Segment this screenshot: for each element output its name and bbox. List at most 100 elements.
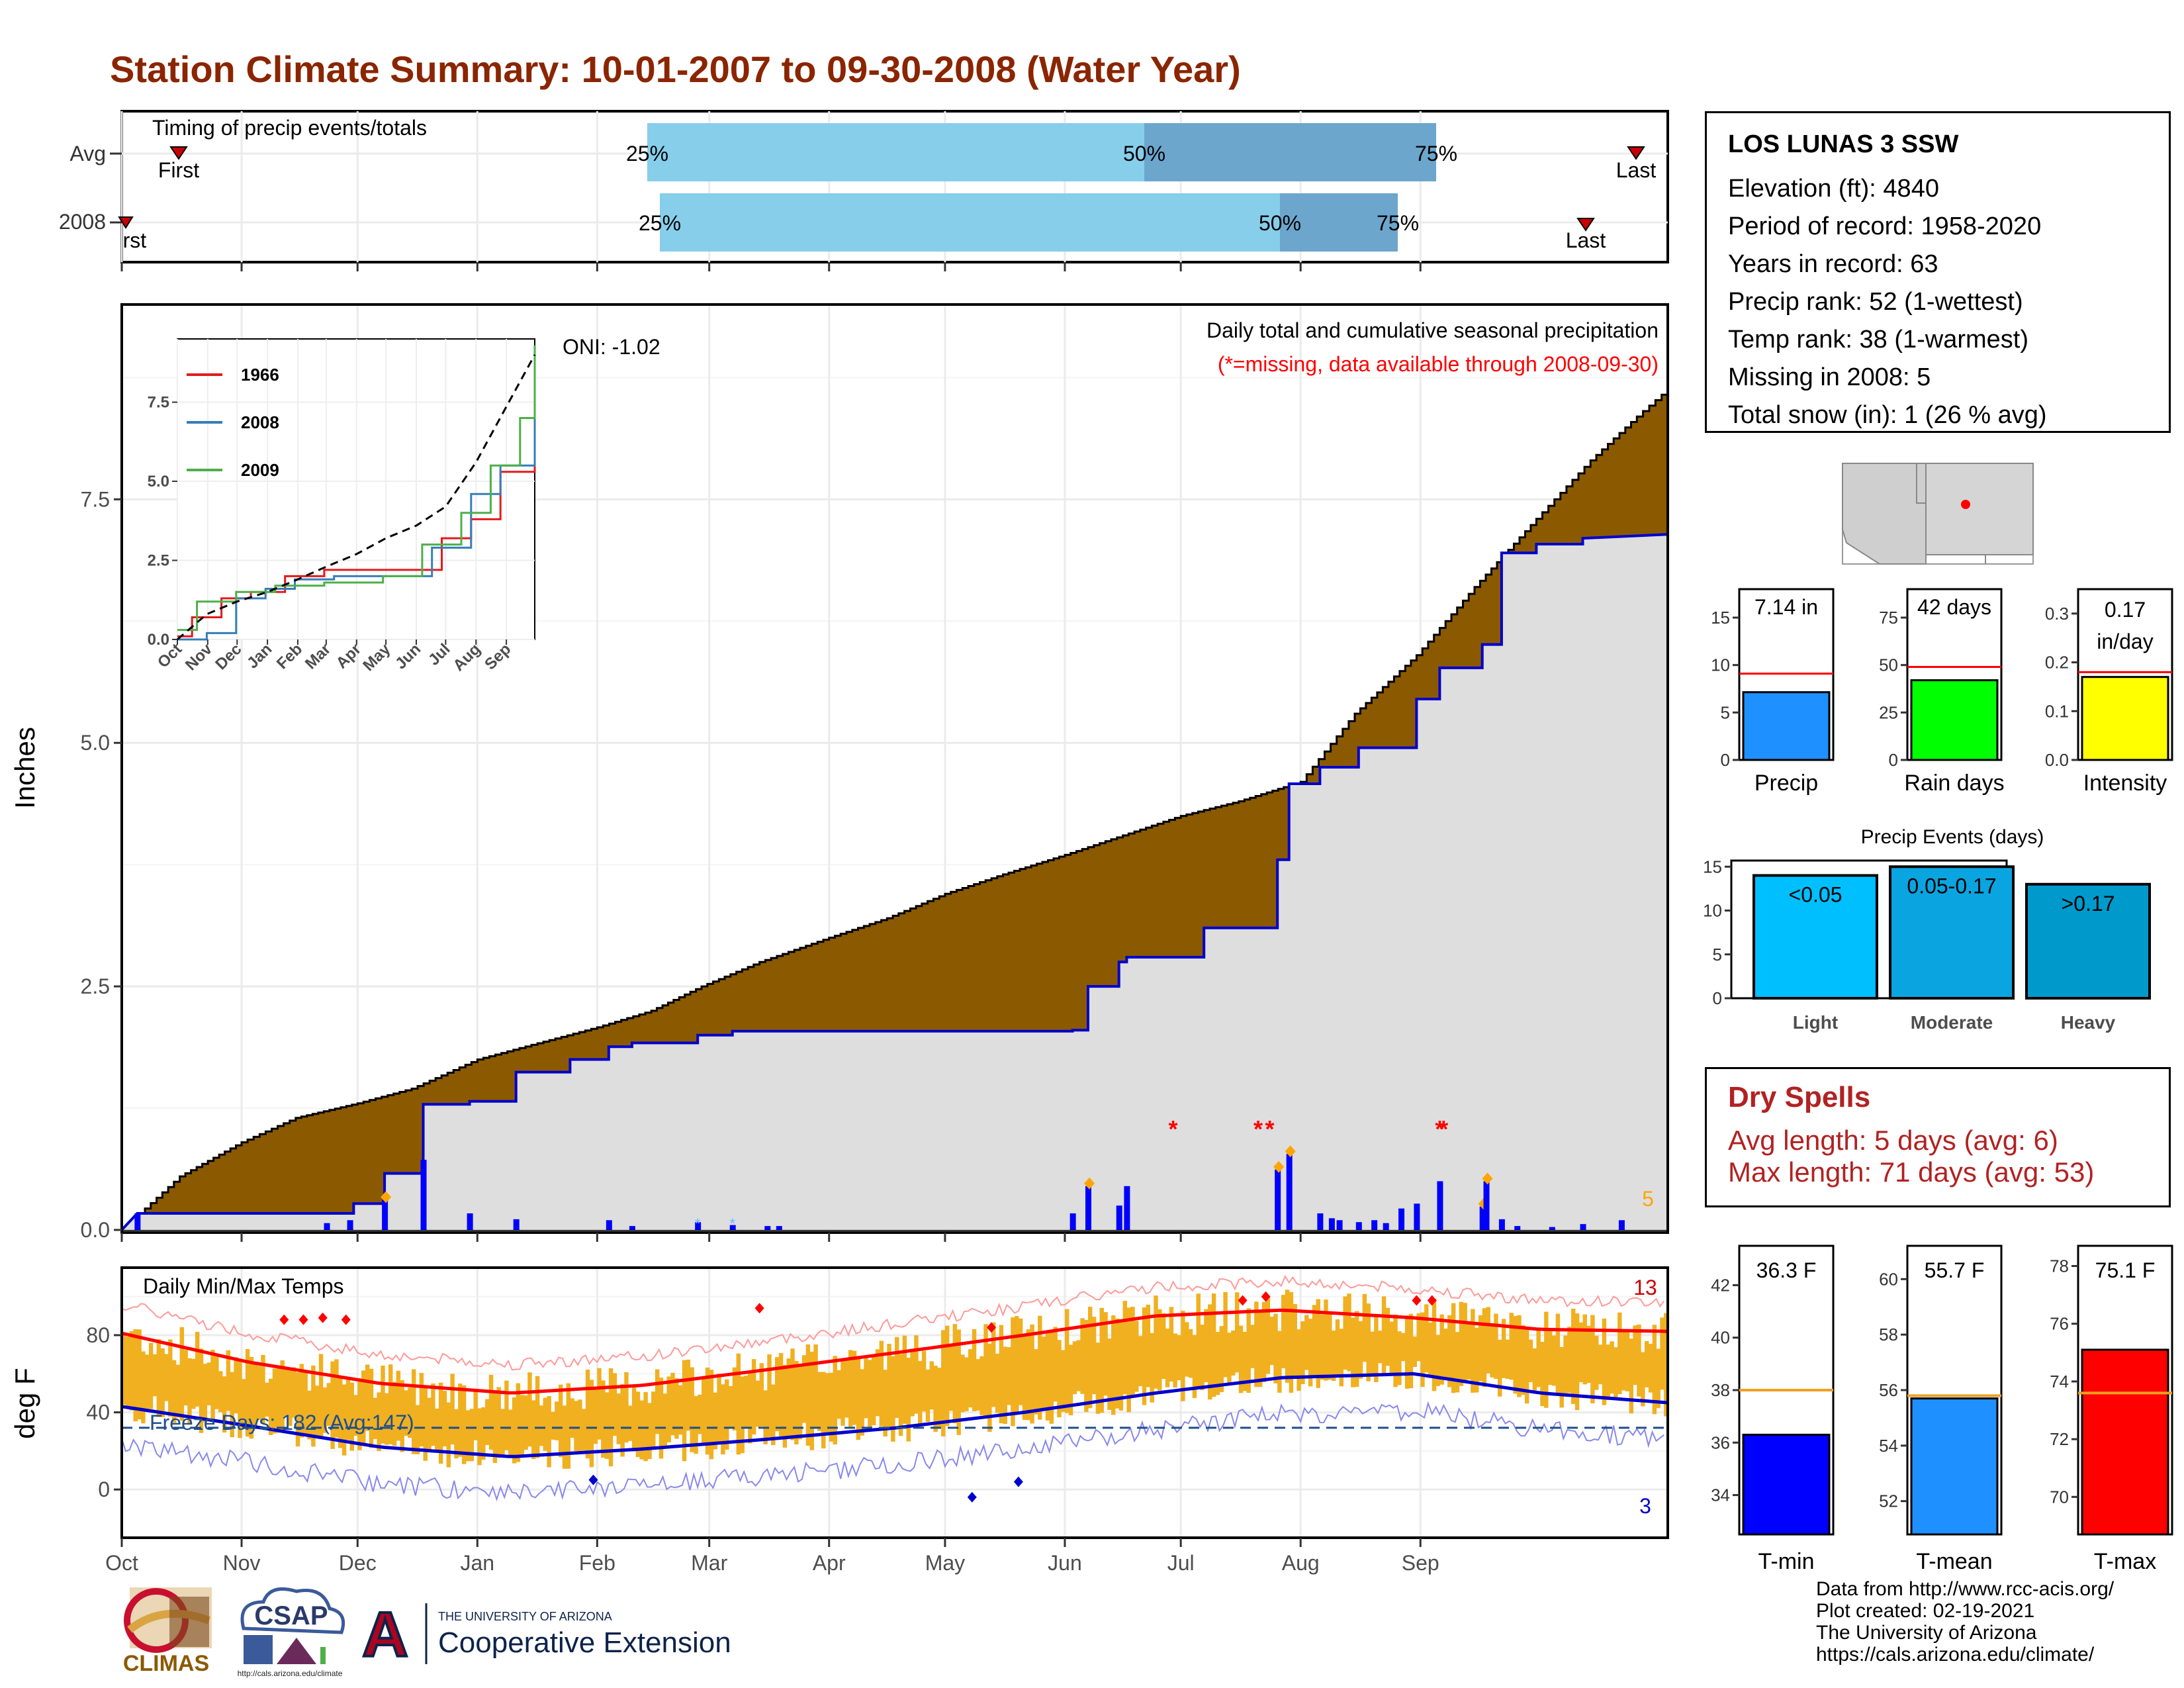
- daily-temp-range-bar: [388, 1364, 393, 1444]
- daily-temp-range-bar: [960, 1354, 965, 1413]
- x-tick-label: Aug: [1282, 1551, 1320, 1575]
- snow-marker: *: [729, 1215, 735, 1232]
- daily-temp-range-bar: [1196, 1293, 1201, 1388]
- temp-summary-y-tick-label: 36: [1711, 1432, 1730, 1452]
- daily-temp-range-bar: [628, 1405, 633, 1441]
- daily-temp-range-bar: [438, 1382, 443, 1464]
- daily-temp-range-bar: [520, 1395, 524, 1455]
- daily-temp-range-bar: [1498, 1339, 1502, 1397]
- mini-bar-y-tick-label: 15: [1711, 608, 1730, 628]
- daily-temp-range-bar: [635, 1391, 641, 1458]
- mini-bar-intensity: [2081, 676, 2169, 761]
- info-temp-rank: Temp rank: 38 (1-warmest): [1728, 326, 2029, 353]
- daily-temp-range-bar: [396, 1370, 401, 1441]
- daily-temp-range-bar: [1261, 1301, 1267, 1382]
- daily-temp-range-bar: [377, 1392, 381, 1452]
- daily-precip-bar: [1124, 1186, 1130, 1230]
- daily-temp-range-bar: [1459, 1301, 1464, 1386]
- temp-label: Daily Min/Max Temps: [143, 1274, 343, 1298]
- avg-min-temp-line: [121, 1372, 1668, 1458]
- daily-temp-range-bar: [774, 1357, 780, 1432]
- daily-temp-range-bar: [678, 1385, 683, 1435]
- temp-summary-charts: 34 36 38 40 42 36.3 F T-min 52 54 56 58 60 55.7 F T-m…: [1711, 1244, 2173, 1574]
- daily-temp-range-bar: [156, 1339, 161, 1417]
- daily-temp-range-bar: [1424, 1304, 1429, 1373]
- x-tick-label: Mar: [691, 1551, 727, 1575]
- dry-spells-title: Dry Spells: [1728, 1081, 1871, 1113]
- daily-temp-range-bar: [1471, 1309, 1475, 1393]
- daily-temp-range-bar: [330, 1361, 335, 1449]
- observed-cumulative-area: [122, 534, 1668, 1230]
- daily-temp-range-bar: [1335, 1319, 1340, 1376]
- info-precip-rank: Precip rank: 52 (1-wettest): [1728, 288, 2023, 316]
- daily-temp-range-bar: [488, 1374, 494, 1450]
- daily-temp-range-bar: [895, 1336, 899, 1419]
- daily-temp-range-bar: [318, 1354, 324, 1437]
- daily-precip-bar: [776, 1226, 782, 1230]
- daily-precip-bar: [629, 1226, 635, 1230]
- temp-panel: 0 40 80 Daily Min/Max Temps Freeze Days: 1…: [9, 1266, 1669, 1539]
- daily-temp-range-bar: [1142, 1307, 1147, 1405]
- x-tick-label: Jul: [1167, 1551, 1195, 1575]
- daily-precip-bar: [1336, 1220, 1343, 1230]
- daily-temp-range-bar: [369, 1368, 374, 1448]
- timing-avg-p75: 75%: [1415, 142, 1457, 165]
- daily-temp-range-bar: [276, 1365, 281, 1433]
- daily-temp-range-bar: [1053, 1327, 1058, 1402]
- daily-temp-range-bar: [357, 1378, 362, 1450]
- daily-temp-range-bar: [1238, 1325, 1244, 1393]
- daily-precip-bar: [1383, 1223, 1389, 1230]
- daily-temp-range-bar: [1617, 1312, 1622, 1395]
- daily-temp-range-bar: [469, 1409, 475, 1462]
- daily-temp-range-bar: [937, 1368, 942, 1428]
- daily-temp-range-bar: [952, 1324, 958, 1424]
- daily-temp-range-bar: [1428, 1322, 1433, 1378]
- daily-temp-range-bar: [995, 1354, 1000, 1413]
- daily-temp-range-bar: [979, 1356, 984, 1415]
- precip-events-category: Moderate: [1911, 1012, 1993, 1033]
- daily-temp-range-bar: [1347, 1293, 1351, 1372]
- daily-precip-bar: [467, 1213, 473, 1230]
- daily-temp-range-bar: [226, 1350, 231, 1411]
- timing-2008-last-marker: [1576, 218, 1595, 232]
- info-years: Years in record: 63: [1728, 250, 1938, 278]
- daily-temp-range-bar: [732, 1367, 737, 1430]
- dry-spells-avg: Avg length: 5 days (avg: 6): [1728, 1125, 2058, 1156]
- daily-temp-range-bar: [1269, 1316, 1274, 1366]
- daily-precip-bar: [1414, 1203, 1420, 1230]
- daily-temp-range-bar: [1265, 1296, 1271, 1374]
- info-elevation: Elevation (ft): 4840: [1728, 175, 1939, 203]
- daily-temp-range-bar: [1567, 1327, 1572, 1393]
- record-high-count: 13: [1633, 1276, 1657, 1299]
- daily-temp-range-bar: [1003, 1346, 1007, 1425]
- timing-2008-p25: 25%: [639, 211, 681, 235]
- daily-temp-range-bar: [1095, 1342, 1101, 1414]
- daily-temp-range-bar: [484, 1399, 490, 1445]
- daily-temp-range-bar: [1107, 1338, 1112, 1410]
- daily-temp-range-bar: [1018, 1318, 1023, 1405]
- mini-bar-value: 0.17: [2105, 598, 2146, 622]
- daily-precip-bar: [134, 1213, 141, 1230]
- daily-temp-range-bar: [1022, 1335, 1027, 1420]
- daily-temp-range-bar: [1192, 1335, 1197, 1398]
- daily-temp-range-bar: [1412, 1336, 1417, 1367]
- daily-temp-range-bar: [1297, 1329, 1301, 1391]
- missing-day-marker: *: [1168, 1115, 1177, 1143]
- daily-temp-range-bar: [311, 1365, 316, 1447]
- daily-temp-range-bar: [307, 1390, 312, 1440]
- daily-temp-range-bar: [295, 1372, 300, 1447]
- daily-temp-range-bar: [813, 1344, 818, 1428]
- daily-temp-range-bar: [1370, 1331, 1375, 1378]
- daily-temp-range-bar: [195, 1331, 200, 1407]
- daily-temp-range-bar: [400, 1380, 404, 1452]
- daily-temp-range-bar: [643, 1391, 648, 1462]
- mini-bar-y-tick-label: 0: [1721, 750, 1730, 770]
- daily-temp-range-bar: [1629, 1338, 1634, 1414]
- timing-2008-p75: 75%: [1377, 211, 1419, 235]
- daily-temp-range-bar: [1161, 1313, 1166, 1380]
- daily-temp-range-bar: [933, 1366, 938, 1432]
- daily-temp-range-bar: [925, 1370, 931, 1422]
- daily-temp-range-bar: [1061, 1350, 1066, 1412]
- mini-bar-y-tick-label: 25: [1879, 702, 1898, 722]
